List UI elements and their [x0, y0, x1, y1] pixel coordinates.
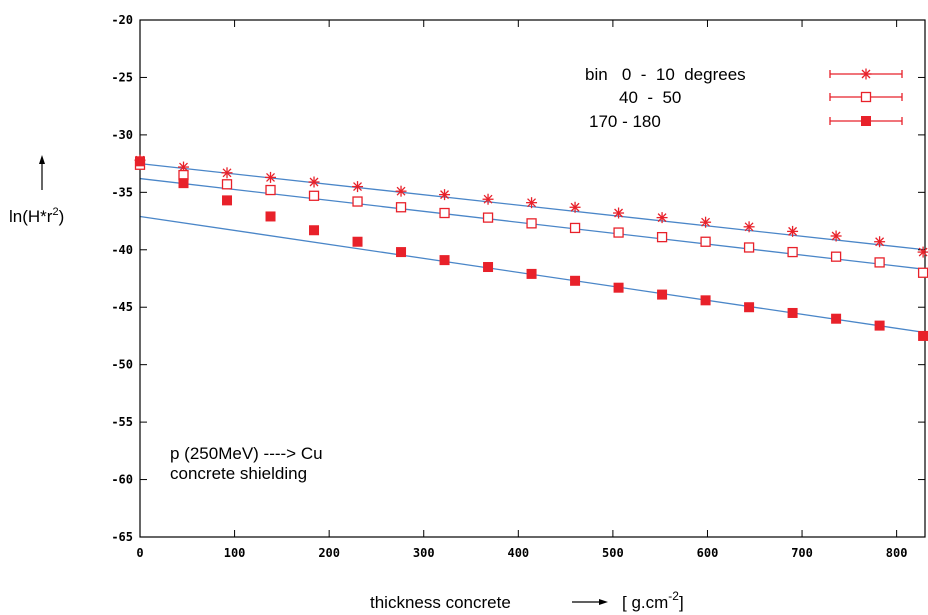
y-tick-label: -45 [111, 300, 133, 314]
data-point-filled-square [396, 247, 407, 258]
data-point-open-square [656, 231, 668, 243]
data-point-filled-square [352, 236, 363, 247]
data-point-open-square [743, 242, 755, 253]
data-point-open-square [308, 190, 320, 201]
data-point-filled-square [309, 225, 320, 236]
data-point-open-square [569, 222, 581, 234]
data-point-filled-square [787, 307, 798, 318]
data-point-star [178, 161, 190, 173]
data-point-star [439, 189, 451, 201]
annotation-line-1: p (250MeV) ----> Cu [170, 444, 323, 463]
data-point-star [874, 236, 886, 248]
data-point-star [656, 212, 668, 224]
data-point-open-square [613, 227, 624, 238]
data-point-open-square [874, 257, 885, 268]
data-point-star [613, 207, 625, 219]
legend-marker-open-square [860, 91, 872, 103]
data-point-open-square [265, 184, 276, 196]
data-point-star [265, 171, 277, 183]
data-point-star [221, 167, 233, 179]
data-point-open-square [352, 196, 363, 207]
data-point-open-square [439, 207, 450, 219]
fit-line [139, 162, 926, 251]
data-point-filled-square [918, 330, 928, 341]
svg-text:ln(H*r2): ln(H*r2) [9, 206, 64, 226]
data-point-star [569, 201, 581, 213]
data-point-open-square [700, 236, 711, 247]
y-tick-label: -40 [111, 243, 133, 257]
y-tick-label: -55 [111, 415, 133, 429]
legend-marker-filled-square [861, 116, 871, 126]
x-tick-label: 100 [224, 546, 246, 560]
data-point-star [917, 246, 928, 258]
data-point-star [700, 216, 712, 228]
data-point-star [787, 225, 799, 237]
x-tick-label: 600 [697, 546, 719, 560]
data-point-filled-square [744, 302, 755, 313]
data-point-open-square [395, 202, 407, 213]
x-tick-label: 700 [791, 546, 813, 560]
y-axis-label: ln(H*r2) [9, 155, 64, 226]
plot-frame [139, 19, 926, 538]
data-point-filled-square [265, 211, 276, 222]
x-tick-label: 400 [507, 546, 529, 560]
data-point-star [482, 193, 494, 205]
data-point-open-square [482, 212, 494, 223]
data-point-open-square [221, 179, 233, 190]
legend: bin 0 - 10 degrees 40 - 50 170 - 180 [585, 65, 903, 131]
data-point-open-square [787, 246, 798, 258]
y-tick-label: -50 [111, 358, 133, 372]
data-point-filled-square [613, 282, 624, 293]
legend-label: 40 - 50 [619, 88, 681, 107]
legend-marker-star [860, 68, 872, 80]
data-point-filled-square [831, 313, 842, 324]
data-point-filled-square [657, 289, 668, 300]
data-point-open-square [917, 267, 928, 278]
data-point-filled-square [439, 255, 450, 266]
svg-text:thickness concrete: thickness concrete [370, 593, 511, 612]
legend-label: bin 0 - 10 degrees [585, 65, 746, 84]
data-point-star [526, 197, 538, 209]
y-tick-label: -25 [111, 70, 133, 84]
x-tick-label: 300 [413, 546, 435, 560]
data-points [134, 154, 928, 341]
data-point-filled-square [874, 320, 885, 331]
data-point-star [830, 230, 842, 242]
legend-label: 170 - 180 [589, 112, 661, 131]
annotation-line-2: concrete shielding [170, 464, 307, 483]
x-tick-label: 200 [318, 546, 340, 560]
svg-text:[ g.cm-2]: [ g.cm-2] [622, 589, 684, 612]
y-tick-label: -20 [111, 13, 133, 27]
data-point-filled-square [526, 268, 537, 279]
data-point-filled-square [483, 262, 494, 273]
data-point-open-square [830, 251, 842, 262]
data-point-open-square [526, 218, 537, 229]
data-point-filled-square [570, 275, 581, 286]
x-axis-label: thickness concrete [ g.cm-2] [370, 589, 684, 612]
data-point-star [308, 176, 320, 188]
y-tick-label: -30 [111, 128, 133, 142]
y-tick-label: -35 [111, 185, 133, 199]
x-tick-label: 0 [136, 546, 143, 560]
data-point-star [352, 181, 364, 193]
data-point-filled-square [222, 195, 233, 206]
data-point-star [743, 221, 755, 233]
axes: 0 100 200 300 400 500 600 700 800 -20 -25 -30 -35 -40… [111, 13, 926, 560]
y-tick-label: -65 [111, 530, 133, 544]
x-tick-label: 800 [886, 546, 908, 560]
data-point-filled-square [135, 156, 145, 167]
x-tick-label: 500 [602, 546, 624, 560]
fit-lines [139, 162, 926, 334]
data-point-filled-square [700, 295, 711, 306]
data-point-star [395, 185, 407, 197]
data-point-filled-square [178, 178, 189, 189]
y-tick-label: -60 [111, 473, 133, 487]
